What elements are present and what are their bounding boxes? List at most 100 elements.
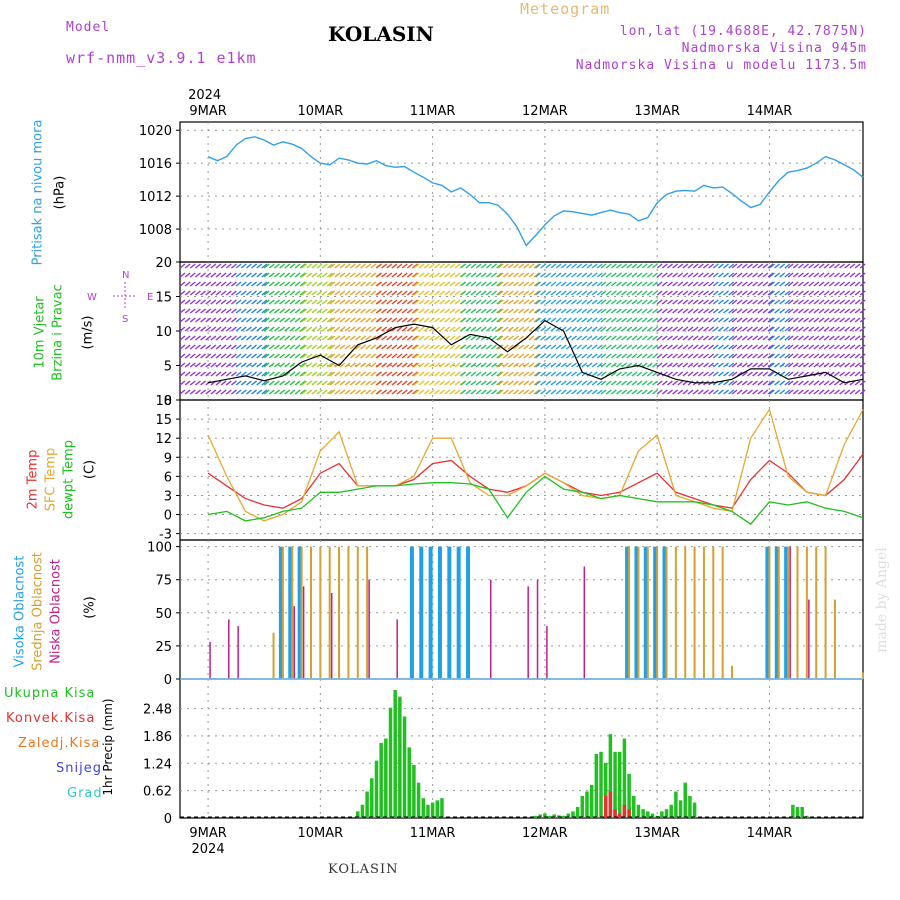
- wind-arrow: [787, 299, 794, 305]
- wind-arrow: [396, 326, 403, 332]
- wind-arrow: [360, 389, 367, 395]
- wind-arrow: [581, 362, 588, 368]
- wind-arrow: [428, 335, 435, 341]
- wind-arrow: [849, 317, 856, 323]
- wind-arrow: [798, 344, 804, 350]
- wind-arrow: [444, 272, 451, 278]
- wind-arrow: [656, 326, 663, 332]
- wind-arrow: [444, 344, 451, 350]
- wind-arrow: [349, 353, 356, 359]
- wind-arrow: [550, 272, 557, 278]
- wind-arrow: [747, 317, 753, 323]
- wind-arrow: [839, 344, 846, 350]
- wind-arrow: [586, 326, 593, 332]
- wind-arrow: [195, 272, 201, 278]
- wind-arrow: [523, 326, 530, 332]
- wind-arrow: [284, 344, 291, 350]
- wind-arrow: [263, 290, 270, 296]
- wind-arrow: [839, 263, 846, 269]
- wind-arrow: [528, 290, 535, 296]
- wind-arrow: [652, 290, 658, 296]
- temperature-ytick-label: 0: [164, 509, 172, 524]
- clouds-ytick-label: 50: [155, 607, 172, 622]
- wind-arrow: [401, 389, 408, 395]
- wind-arrow: [339, 299, 346, 305]
- wind-arrow: [661, 326, 668, 332]
- wind-arrow: [540, 344, 547, 350]
- wind-arrow: [844, 344, 851, 350]
- wind-arrow: [555, 263, 562, 269]
- wind-arrow: [235, 308, 242, 314]
- wind-arrow: [854, 272, 861, 278]
- wind-arrow: [784, 317, 791, 323]
- wind-arrow: [470, 371, 477, 377]
- wind-arrow: [677, 308, 684, 314]
- cloud-bar: [409, 546, 414, 679]
- wind-arrow: [268, 371, 275, 377]
- wind-arrow: [491, 272, 497, 278]
- wind-arrow: [672, 263, 679, 269]
- wind-arrow: [220, 272, 227, 278]
- wind-arrow: [834, 263, 840, 269]
- wind-arrow: [621, 344, 628, 350]
- wind-arrow: [220, 371, 227, 377]
- wind-arrow: [263, 317, 270, 323]
- wind-arrow: [376, 380, 382, 386]
- wind-arrow: [360, 380, 367, 386]
- wind-arrow: [274, 353, 280, 359]
- wind-arrow: [370, 344, 377, 350]
- wind-arrow: [533, 353, 540, 359]
- wind-arrow: [470, 281, 477, 287]
- wind-arrow: [491, 317, 497, 323]
- wind-arrow: [518, 290, 525, 296]
- wind-arrow: [376, 344, 382, 350]
- wind-arrow: [747, 308, 753, 314]
- wind-arrow: [752, 389, 759, 395]
- wind-arrow: [661, 317, 668, 323]
- wind-arrow: [189, 281, 196, 287]
- wind-arrow: [828, 326, 835, 332]
- wind-arrow: [391, 308, 398, 314]
- wind-arrow: [220, 344, 227, 350]
- wind-arrow: [423, 281, 430, 287]
- wind-arrow: [360, 326, 367, 332]
- cloud-bar: [330, 592, 333, 679]
- wind-arrow: [677, 317, 684, 323]
- wind-arrow: [808, 335, 815, 341]
- wind-arrow: [708, 308, 715, 314]
- wind-arrow: [321, 308, 328, 314]
- wind-arrow: [311, 326, 318, 332]
- wind-arrow: [605, 362, 612, 368]
- wind-arrow: [540, 272, 547, 278]
- wind-arrow: [600, 326, 607, 332]
- wind-arrow: [712, 353, 719, 359]
- wind-arrow: [540, 362, 547, 368]
- wind-arrow: [854, 389, 861, 395]
- wind-arrow: [396, 308, 403, 314]
- wind-arrow: [616, 335, 622, 341]
- wind-arrow: [518, 308, 525, 314]
- wind-arrow: [470, 263, 477, 269]
- wind-arrow: [439, 326, 446, 332]
- wind-arrow: [284, 299, 291, 305]
- wind-arrow: [329, 281, 336, 287]
- wind-arrow: [854, 290, 861, 296]
- cloud-bar: [634, 546, 639, 679]
- wind-arrow: [823, 344, 830, 350]
- wind-arrow: [859, 263, 866, 269]
- wind-arrow: [834, 299, 840, 305]
- wind-arrow: [803, 263, 810, 269]
- wind-arrow: [289, 371, 296, 377]
- wind-arrow: [636, 362, 643, 368]
- precip-bar: [370, 778, 374, 818]
- wind-arrow: [507, 281, 514, 287]
- wind-arrow: [413, 263, 420, 269]
- wind-arrow: [784, 281, 791, 287]
- wind-arrow: [586, 290, 593, 296]
- wind-arrow: [386, 290, 393, 296]
- wind-arrow: [600, 371, 607, 377]
- wind-arrow: [274, 299, 280, 305]
- wind-arrow: [849, 353, 856, 359]
- wind-arrow: [652, 272, 658, 278]
- wind-arrow: [231, 299, 237, 305]
